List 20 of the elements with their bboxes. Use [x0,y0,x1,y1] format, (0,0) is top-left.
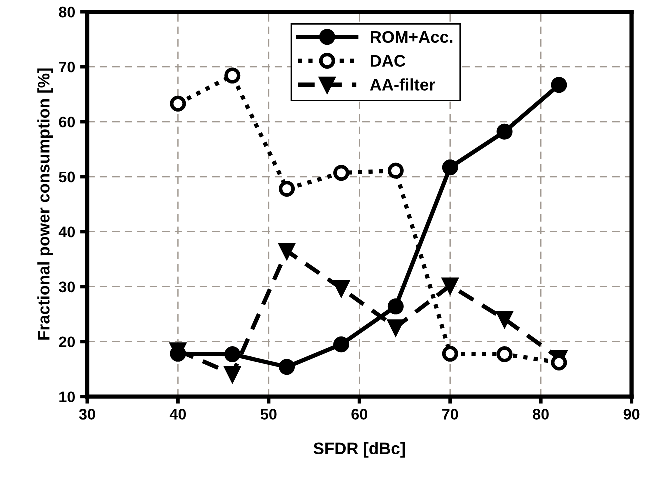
x-tick-label: 60 [352,409,368,420]
x-axis-title: SFDR [dBc] [314,442,405,458]
x-tick-label: 50 [260,409,277,420]
x-tick-label: 90 [624,409,640,420]
y-tick-label: 80 [59,6,76,18]
y-tick-label: 70 [59,62,76,73]
legend-label: AA-filter [370,78,436,91]
y-tick-label: 40 [58,226,76,238]
y-tick-label: 10 [60,392,76,403]
x-tick-label: 30 [79,409,96,420]
x-tick-label: 70 [442,409,458,420]
legend-label: ROM+Acc. [371,31,453,44]
y-axis-title: Fractional power consumption [%] [38,68,54,340]
x-tick-label: 40 [170,409,186,420]
y-tick-label: 50 [59,172,76,183]
x-tick-label: 80 [533,409,549,420]
y-tick-label: 20 [59,336,76,348]
y-tick-label: 60 [59,116,76,128]
legend-label: DAC [371,55,406,67]
y-tick-label: 30 [59,282,76,293]
